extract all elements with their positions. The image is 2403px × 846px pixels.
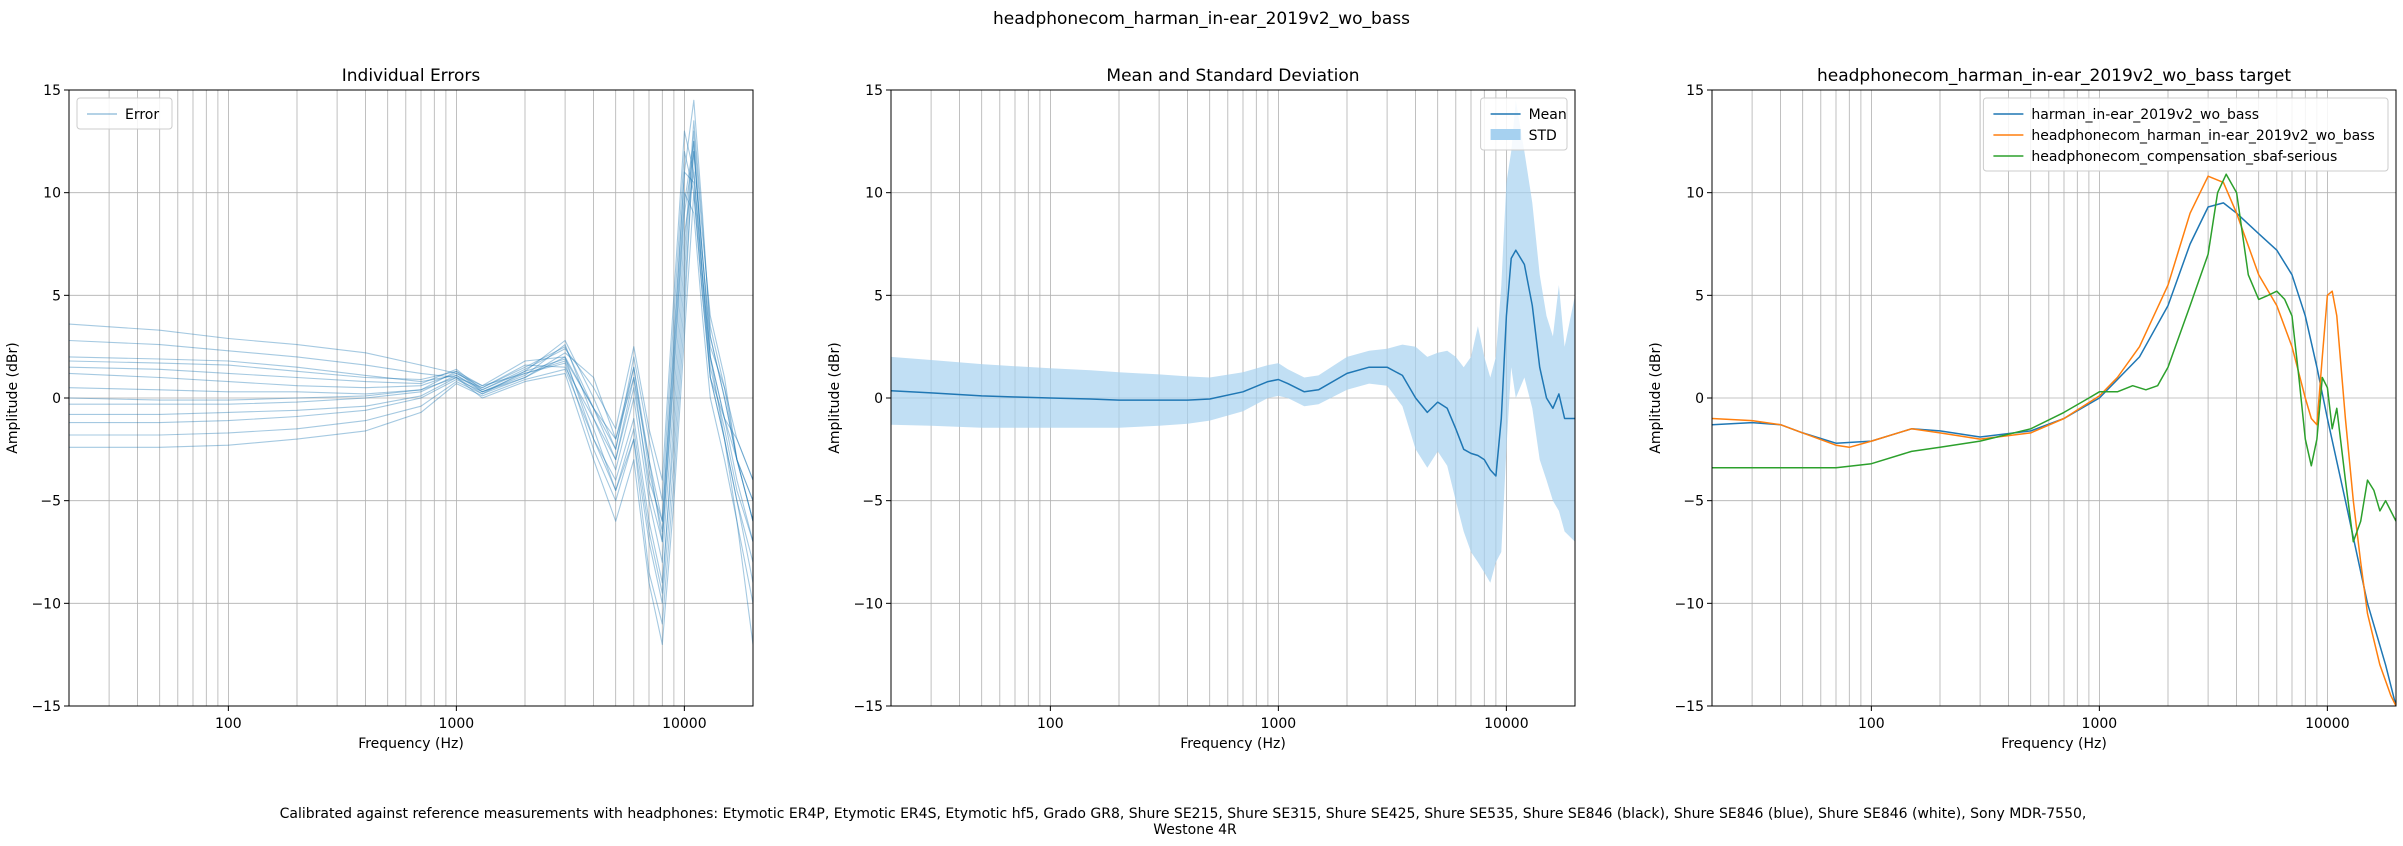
grid — [69, 90, 753, 706]
x-tick-label: 1000 — [2082, 716, 2118, 732]
ticks: 100 1000 10000 −15 −10 −5 0 5 10 15 — [853, 83, 1528, 732]
legend: harman_in-ear_2019v2_wo_bass headphonecom… — [1982, 97, 2389, 172]
plot-area — [1712, 173, 2396, 706]
plot-area — [891, 100, 1575, 583]
chart-title: Individual Errors — [342, 66, 481, 86]
y-tick-label: 10 — [43, 186, 61, 202]
x-tick-label: 10000 — [662, 716, 707, 732]
error-line-11 — [69, 140, 753, 543]
legend-swatch — [1490, 129, 1521, 140]
error-line-12 — [69, 171, 753, 542]
chart-panel-3: 100 1000 10000 −15 −10 −5 0 5 10 15 headphonecom_h… — [1648, 66, 2397, 752]
y-tick-label: 15 — [865, 83, 883, 99]
error-line-5 — [69, 151, 753, 542]
legend-label: Mean — [1529, 107, 1567, 123]
x-tick-label: 100 — [1858, 716, 1885, 732]
error-line-10 — [69, 192, 753, 645]
x-tick-label: 1000 — [1261, 716, 1297, 732]
legend-box — [1982, 97, 2389, 172]
legend-label: headphonecom_harman_in-ear_2019v2_wo_bas… — [2031, 128, 2374, 144]
y-tick-label: 0 — [1695, 391, 1704, 407]
y-tick-label: −5 — [1683, 494, 1704, 510]
x-tick-label: 1000 — [439, 716, 475, 732]
error-line-1 — [69, 140, 753, 625]
y-axis-label: Amplitude (dBr) — [5, 342, 21, 453]
legend-label: Error — [125, 107, 159, 123]
error-line-3 — [69, 151, 753, 543]
std-band — [891, 100, 1575, 583]
error-line-7 — [69, 192, 753, 604]
footer-line-1: Calibrated against reference measurement… — [280, 806, 2087, 822]
legend: Mean STD — [1480, 97, 1568, 151]
legend-label: STD — [1529, 128, 1557, 144]
figure-suptitle: headphonecom_harman_in-ear_2019v2_wo_bas… — [993, 9, 1410, 29]
y-tick-label: 5 — [52, 288, 61, 304]
y-tick-label: −10 — [31, 596, 61, 612]
y-tick-label: −15 — [1674, 699, 1704, 715]
legend-label: headphonecom_compensation_sbaf-serious — [2031, 149, 2337, 165]
error-line-2 — [69, 99, 753, 522]
error-line-13 — [69, 120, 753, 594]
x-axis-label: Frequency (Hz) — [2001, 736, 2107, 752]
series-line-1 — [891, 249, 1575, 477]
error-line-8 — [69, 151, 753, 604]
chart-panel-1: 100 1000 10000 −15 −10 −5 0 5 10 15 Individual Err… — [5, 66, 754, 752]
series-line-3 — [1712, 173, 2396, 543]
ticks: 100 1000 10000 −15 −10 −5 0 5 10 15 — [1674, 83, 2349, 732]
y-tick-label: 10 — [865, 186, 883, 202]
x-axis-label: Frequency (Hz) — [1180, 736, 1286, 752]
error-line-4 — [69, 130, 753, 584]
y-tick-label: 5 — [1695, 288, 1704, 304]
ticks: 100 1000 10000 −15 −10 −5 0 5 10 15 — [31, 83, 706, 732]
legend: Error — [76, 97, 173, 130]
legend-box — [76, 97, 173, 130]
y-tick-label: −15 — [853, 699, 883, 715]
y-tick-label: 0 — [52, 391, 61, 407]
x-axis-label: Frequency (Hz) — [358, 736, 464, 752]
grid — [1712, 90, 2396, 706]
y-tick-label: 15 — [1686, 83, 1704, 99]
legend-label: harman_in-ear_2019v2_wo_bass — [2031, 107, 2259, 123]
x-tick-label: 100 — [1037, 716, 1064, 732]
y-tick-label: 10 — [1686, 186, 1704, 202]
chart-title: Mean and Standard Deviation — [1106, 66, 1359, 86]
error-line-9 — [69, 130, 753, 501]
chart-title: headphonecom_harman_in-ear_2019v2_wo_bas… — [1817, 66, 2291, 86]
y-axis-label: Amplitude (dBr) — [827, 342, 843, 453]
x-tick-label: 10000 — [1484, 716, 1529, 732]
footer-line-2: Westone 4R — [1153, 822, 1237, 838]
series-line-1 — [1712, 202, 2396, 706]
y-tick-label: −15 — [31, 699, 61, 715]
error-line-6 — [69, 171, 753, 563]
y-tick-label: −5 — [40, 494, 61, 510]
y-tick-label: 15 — [43, 83, 61, 99]
chart-panel-2: 100 1000 10000 −15 −10 −5 0 5 10 15 Mean and Stand… — [827, 66, 1576, 752]
y-tick-label: 0 — [874, 391, 883, 407]
y-tick-label: −10 — [1674, 596, 1704, 612]
y-tick-label: −10 — [853, 596, 883, 612]
y-tick-label: 5 — [874, 288, 883, 304]
x-tick-label: 100 — [215, 716, 242, 732]
series-line-2 — [1712, 175, 2396, 706]
x-tick-label: 10000 — [2305, 716, 2350, 732]
plot-area — [69, 99, 753, 645]
y-tick-label: −5 — [862, 494, 883, 510]
y-axis-label: Amplitude (dBr) — [1648, 342, 1664, 453]
